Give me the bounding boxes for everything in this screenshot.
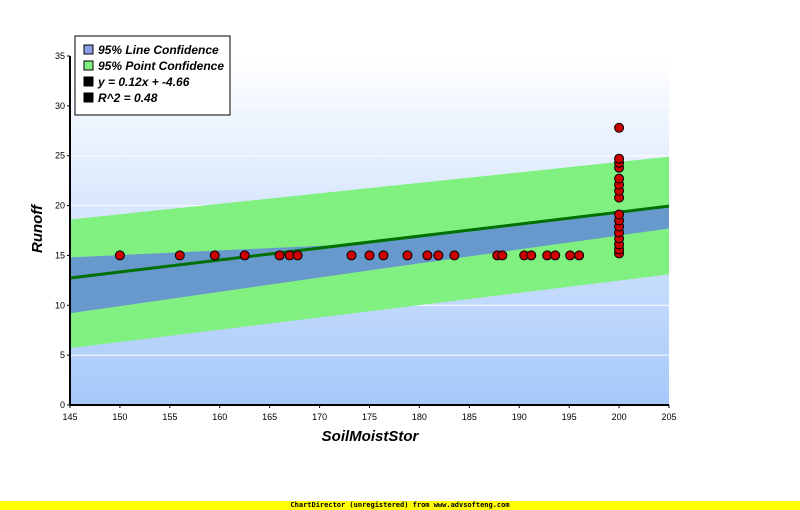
- y-axis-title: Runoff: [29, 203, 46, 253]
- legend-label: R^2 = 0.48: [98, 91, 158, 105]
- data-point: [614, 122, 625, 133]
- data-point: [402, 250, 413, 261]
- y-tick-label: 25: [55, 151, 65, 161]
- y-tick-label: 30: [55, 101, 65, 111]
- x-tick-label: 165: [262, 412, 277, 422]
- data-point: [565, 250, 576, 261]
- y-tick-label: 10: [55, 300, 65, 310]
- x-tick-label: 150: [112, 412, 127, 422]
- data-point: [364, 250, 375, 261]
- legend-label: 95% Line Confidence: [98, 43, 219, 57]
- legend-swatch: [83, 92, 94, 103]
- x-tick-label: 180: [412, 412, 427, 422]
- data-point: [422, 250, 433, 261]
- data-point: [274, 250, 285, 261]
- footer-text[interactable]: ChartDirector (unregistered) from www.ad…: [290, 501, 510, 509]
- x-tick-label: 175: [362, 412, 377, 422]
- data-point: [433, 250, 444, 261]
- x-tick-label: 145: [62, 412, 77, 422]
- data-point: [574, 250, 585, 261]
- data-point: [292, 250, 303, 261]
- legend-label: 95% Point Confidence: [98, 59, 224, 73]
- legend-swatch: [83, 76, 94, 87]
- regression-line: [69, 204, 670, 280]
- data-point: [614, 173, 625, 184]
- data-points: [114, 122, 625, 261]
- y-tick-label: 15: [55, 250, 65, 260]
- x-tick-label: 190: [512, 412, 527, 422]
- legend-box: [74, 35, 231, 116]
- y-tick-label: 0: [60, 400, 65, 410]
- data-point: [449, 250, 460, 261]
- data-point: [550, 250, 561, 261]
- legend: 95% Line Confidence 95% Point Confidence y…: [74, 35, 231, 116]
- x-tick-label: 185: [462, 412, 477, 422]
- legend-swatch: [83, 44, 94, 55]
- x-tick-label: 160: [212, 412, 227, 422]
- data-point: [614, 153, 625, 164]
- x-tick-label: 200: [612, 412, 627, 422]
- data-point: [614, 209, 625, 220]
- y-tick-label: 5: [60, 350, 65, 360]
- y-tick-label: 20: [55, 201, 65, 211]
- x-axis-title: SoilMoistStor: [322, 428, 420, 445]
- x-tick-label: 155: [162, 412, 177, 422]
- data-point: [378, 250, 389, 261]
- data-point: [346, 250, 357, 261]
- legend-label: y = 0.12x + -4.66: [97, 75, 190, 89]
- data-point: [239, 250, 250, 261]
- data-point: [209, 250, 220, 261]
- regression-line-group: [69, 204, 670, 280]
- data-point: [526, 250, 537, 261]
- legend-swatch: [83, 60, 94, 71]
- y-tick-label: 35: [55, 51, 65, 61]
- axes: 0 5 10 15 20 25 30 35 145 150 155 160 165 170 175 180 18…: [55, 51, 677, 422]
- x-tick-label: 195: [562, 412, 577, 422]
- x-tick-label: 170: [312, 412, 327, 422]
- data-point: [114, 250, 125, 261]
- x-tick-label: 205: [661, 412, 676, 422]
- data-point: [174, 250, 185, 261]
- data-point: [497, 250, 508, 261]
- footer-bar: [0, 501, 800, 510]
